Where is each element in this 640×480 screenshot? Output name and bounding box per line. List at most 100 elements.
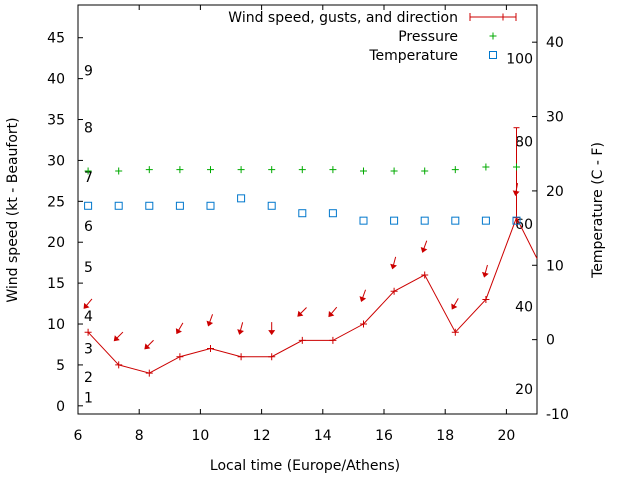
left-tick-label: 45 xyxy=(47,31,65,47)
temperature-point xyxy=(298,209,307,218)
x-tick-label: 18 xyxy=(436,428,454,444)
wind-direction-arrow xyxy=(144,339,154,350)
left-tick-label: 40 xyxy=(47,72,65,88)
x-tick-label: 6 xyxy=(74,428,83,444)
fahrenheit-label: 40 xyxy=(515,300,533,316)
pressure-point xyxy=(451,166,459,174)
left-tick-label: 15 xyxy=(47,276,65,292)
wind-direction-arrow xyxy=(512,183,520,196)
wind-direction-arrow xyxy=(390,256,397,270)
arrow-head xyxy=(420,246,428,253)
arrow-head xyxy=(144,343,151,350)
wind-speed-point xyxy=(206,345,214,353)
temperature-point xyxy=(145,201,154,210)
arrow-head xyxy=(328,311,335,318)
pressure-point xyxy=(390,167,398,175)
legend-key-pressure xyxy=(489,32,497,40)
arrow-head xyxy=(359,296,367,302)
left-axis-label: Wind speed (kt - Beaufort) xyxy=(5,117,21,302)
right-tick-label: 40 xyxy=(546,35,564,51)
pressure-point xyxy=(176,166,184,174)
wind-direction-arrow xyxy=(481,264,489,278)
temperature-point xyxy=(359,216,368,225)
beaufort-label: 1 xyxy=(84,391,93,407)
right-tick-label: 0 xyxy=(546,333,555,349)
wind-speed-point xyxy=(390,287,398,295)
wind-direction-arrow xyxy=(206,314,214,327)
temperature-point xyxy=(267,201,276,210)
wind-direction-arrow xyxy=(268,322,276,336)
beaufort-label: 9 xyxy=(84,63,93,79)
wind-direction-arrow xyxy=(297,307,307,317)
arrow-head xyxy=(113,335,120,342)
left-tick-label: 5 xyxy=(56,358,65,374)
legend-key-wind-point xyxy=(499,13,507,21)
chart-marks xyxy=(83,127,538,377)
arrow-head xyxy=(512,190,520,196)
temperature-point xyxy=(390,216,399,225)
temperature-point xyxy=(84,201,93,210)
left-tick-label: 20 xyxy=(47,235,65,251)
axis-ticks: 6 8 10 12 14 16 18 20051015202530354045-1001020… xyxy=(47,5,569,444)
temperature-point xyxy=(328,209,337,218)
pressure-point xyxy=(145,166,153,174)
right-tick-label: -10 xyxy=(546,407,569,423)
wind-speed-point xyxy=(482,295,490,303)
arrow-head xyxy=(206,320,214,327)
arrow-head xyxy=(83,302,90,309)
pressure-point xyxy=(329,166,337,174)
wind-speed-point xyxy=(145,369,153,377)
pressure-point xyxy=(512,163,520,171)
fahrenheit-label: 80 xyxy=(515,134,533,150)
wind-direction-arrow xyxy=(451,298,459,310)
temperature-point xyxy=(481,216,490,225)
beaufort-label: 3 xyxy=(84,342,93,358)
wind-speed-point xyxy=(84,328,92,336)
wind-speed-point xyxy=(237,353,245,361)
beaufort-label: 8 xyxy=(84,121,93,137)
temperature-point xyxy=(512,216,521,225)
wind-direction-arrow xyxy=(83,298,93,309)
wind-direction-arrow xyxy=(175,322,184,335)
pressure-point xyxy=(359,167,367,175)
wind-direction-arrow xyxy=(237,322,244,335)
x-tick-label: 14 xyxy=(314,428,332,444)
arrow-head xyxy=(297,310,304,317)
wind-direction-arrow xyxy=(328,306,338,318)
left-tick-label: 35 xyxy=(47,113,65,129)
arrow-head xyxy=(237,329,244,335)
arrow-head xyxy=(481,271,489,278)
pressure-point xyxy=(298,166,306,174)
temperature-point xyxy=(237,194,246,203)
arrow-head xyxy=(390,263,397,270)
legend-label-temperature: Temperature xyxy=(368,48,458,64)
left-tick-label: 10 xyxy=(47,317,65,333)
beaufort-label: 5 xyxy=(84,260,93,276)
beaufort-label: 2 xyxy=(84,370,93,386)
wind-speed-point xyxy=(329,336,337,344)
temperature-point xyxy=(114,201,123,210)
wind-speed-point xyxy=(421,271,429,279)
right-tick-label: 10 xyxy=(546,258,564,274)
pressure-point xyxy=(421,167,429,175)
wind-speed-point xyxy=(298,336,306,344)
wind-speed-point xyxy=(451,328,459,336)
pressure-point xyxy=(84,167,92,175)
temperature-point xyxy=(420,216,429,225)
x-tick-label: 20 xyxy=(497,428,515,444)
legend-label-wind: Wind speed, gusts, and direction xyxy=(228,10,458,26)
fahrenheit-label: 100 xyxy=(506,52,533,68)
wind-speed-point xyxy=(359,320,367,328)
arrow-head xyxy=(175,328,182,335)
beaufort-label: 4 xyxy=(84,309,93,325)
wind-direction-arrow xyxy=(359,289,367,302)
x-axis-label: Local time (Europe/Athens) xyxy=(210,458,400,474)
temperature-point xyxy=(206,201,215,210)
arrow-head xyxy=(268,330,276,336)
pressure-point xyxy=(115,167,123,175)
temperature-point xyxy=(175,201,184,210)
pressure-point xyxy=(237,166,245,174)
temperature-point xyxy=(451,216,460,225)
beaufort-label: 6 xyxy=(84,219,93,235)
wind-speed-line xyxy=(87,216,538,374)
